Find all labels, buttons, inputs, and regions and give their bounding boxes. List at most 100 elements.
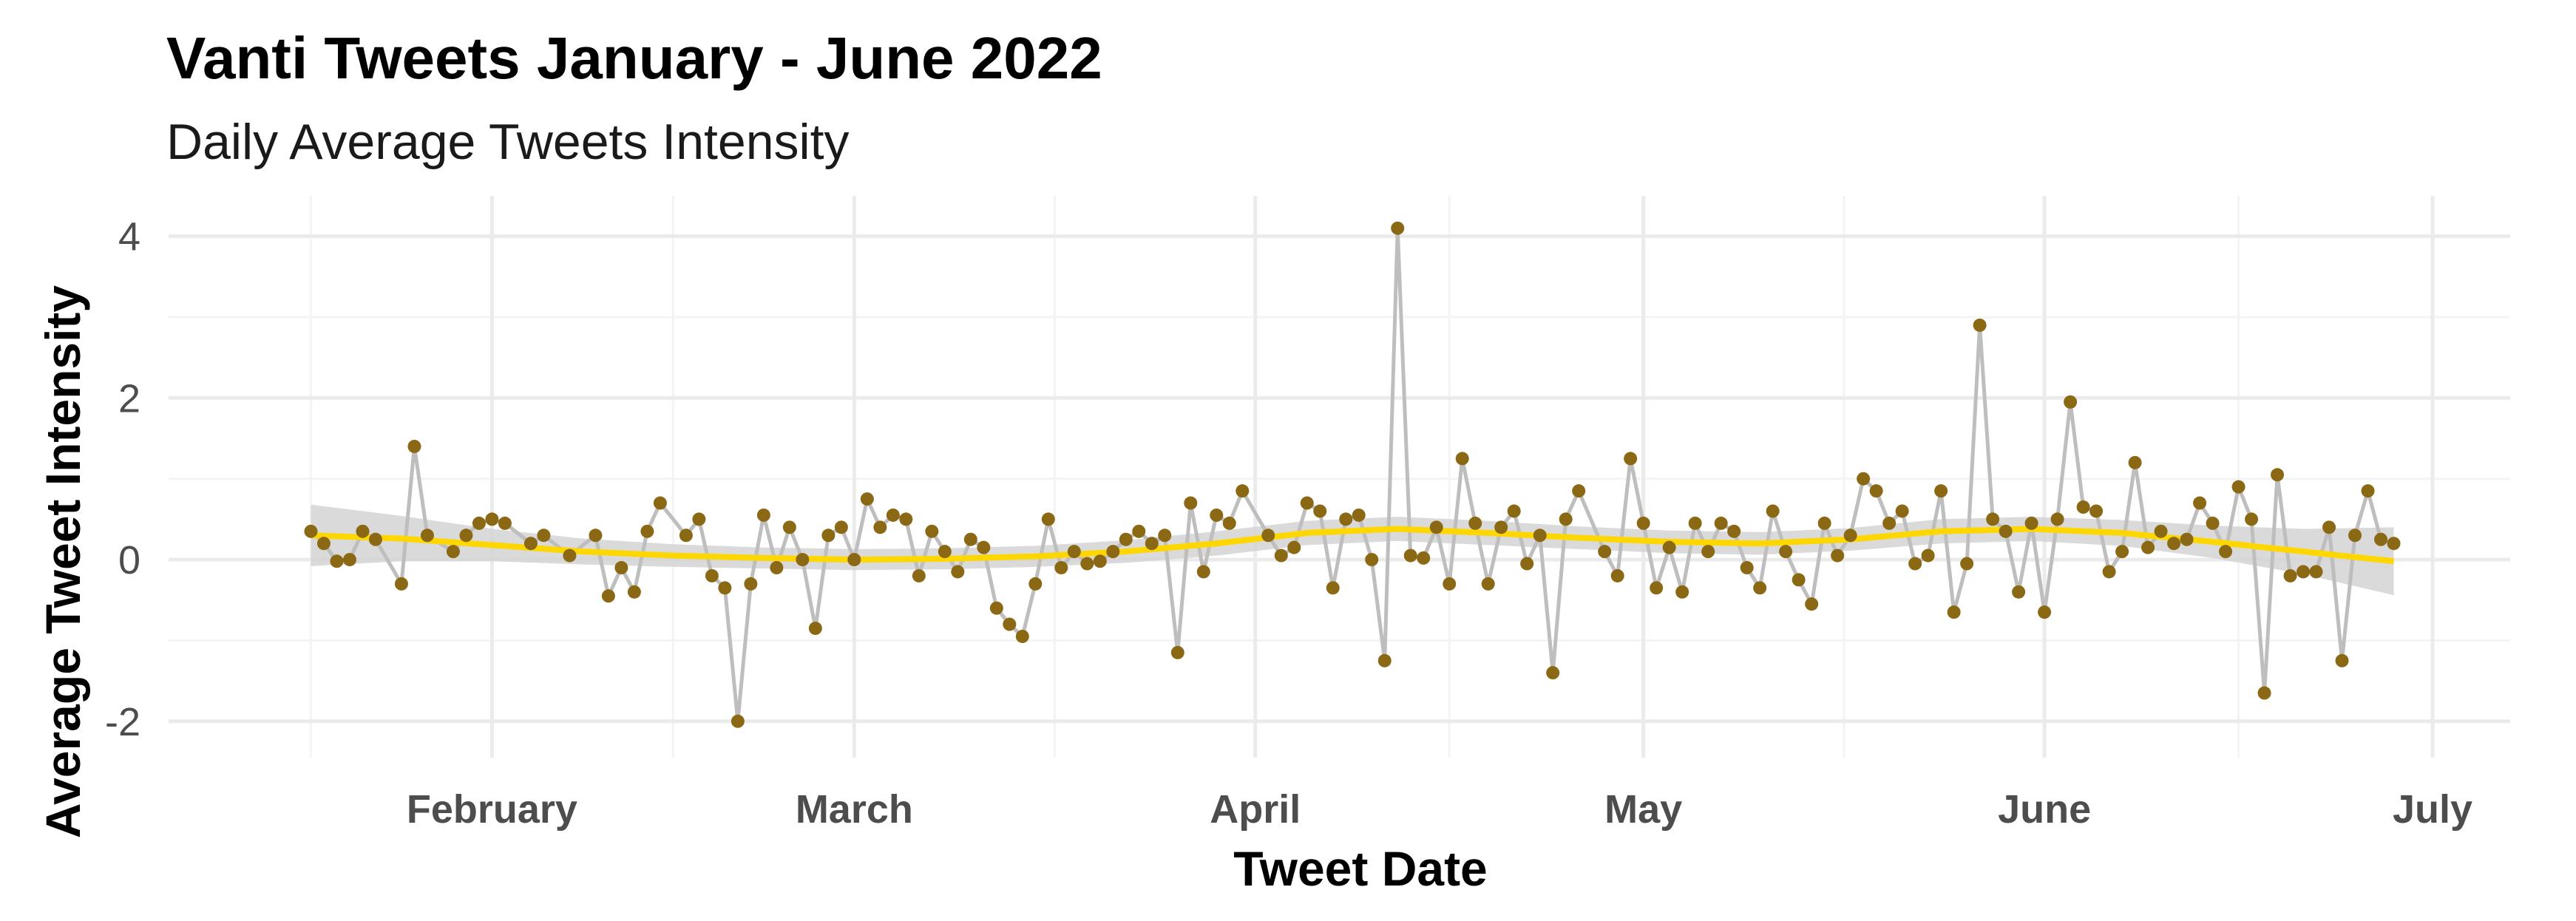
- data-point: [2154, 524, 2168, 538]
- data-point: [1443, 577, 1457, 591]
- data-point: [589, 529, 603, 543]
- data-point: [679, 529, 693, 543]
- data-point: [2167, 537, 2181, 551]
- y-axis-title: Average Tweet Intensity: [35, 285, 90, 839]
- data-point: [1106, 545, 1120, 559]
- data-point: [1494, 520, 1508, 534]
- data-point: [1222, 516, 1236, 530]
- data-point: [796, 553, 810, 567]
- data-point: [2050, 512, 2064, 526]
- data-point: [472, 516, 486, 530]
- data-point: [1481, 577, 1495, 591]
- chart-title: Vanti Tweets January - June 2022: [166, 25, 1102, 91]
- data-point: [1028, 577, 1043, 591]
- data-point: [368, 532, 382, 546]
- data-point: [1261, 529, 1275, 543]
- data-point: [821, 529, 835, 543]
- data-point: [1145, 537, 1159, 551]
- data-point: [963, 532, 977, 546]
- data-point: [2361, 484, 2375, 498]
- data-point: [1300, 496, 1314, 510]
- y-axis-ticks: -2 0 2 4: [105, 215, 140, 744]
- data-point: [873, 520, 887, 534]
- data-point: [1429, 520, 1443, 534]
- data-point: [2012, 585, 2026, 599]
- x-tick-label: April: [1210, 787, 1301, 832]
- data-point: [1403, 548, 1417, 563]
- data-point: [951, 565, 965, 579]
- data-point: [989, 601, 1003, 615]
- y-tick-label: -2: [105, 700, 140, 744]
- data-point: [2374, 532, 2388, 546]
- data-point: [1999, 524, 2013, 538]
- data-point: [1701, 545, 1715, 559]
- data-point: [1766, 504, 1780, 518]
- confidence-band: [311, 504, 2394, 596]
- trend-line: [311, 526, 2394, 565]
- data-point: [925, 524, 939, 538]
- data-point: [2219, 545, 2233, 559]
- data-point: [938, 545, 952, 559]
- data-point: [2309, 565, 2323, 579]
- data-point: [1895, 504, 1909, 518]
- x-tick-label: May: [1604, 787, 1682, 832]
- data-point: [2038, 605, 2052, 619]
- x-axis-title: Tweet Date: [1233, 841, 1488, 896]
- data-point: [330, 554, 344, 568]
- data-point: [1662, 540, 1676, 554]
- data-point: [1779, 545, 1793, 559]
- data-point: [1210, 508, 1224, 522]
- data-point: [342, 553, 356, 567]
- chart-subtitle: Daily Average Tweets Intensity: [166, 114, 850, 170]
- data-point: [977, 540, 991, 554]
- data-point: [2322, 520, 2336, 534]
- data-point: [1170, 645, 1184, 659]
- data-point: [1908, 557, 1922, 571]
- data-point: [1869, 484, 1883, 498]
- data-point: [1468, 516, 1482, 530]
- data-point: [485, 512, 499, 526]
- data-point: [446, 545, 460, 559]
- data-point: [2257, 686, 2271, 700]
- data-point: [2180, 532, 2194, 546]
- data-point: [1132, 524, 1146, 538]
- data-point: [1572, 484, 1586, 498]
- data-point: [459, 529, 473, 543]
- data-point: [2128, 455, 2142, 469]
- daily-line-layer: [309, 226, 2395, 724]
- data-point: [1792, 573, 1806, 587]
- data-point: [1921, 548, 1935, 563]
- data-point: [1326, 581, 1340, 595]
- data-point: [2193, 496, 2207, 510]
- data-point: [2141, 540, 2155, 554]
- data-point: [2089, 504, 2104, 518]
- y-tick-label: 0: [118, 538, 140, 582]
- data-point: [1714, 516, 1728, 530]
- data-point: [1003, 617, 1017, 631]
- data-point: [1041, 512, 1055, 526]
- data-point: [563, 548, 577, 563]
- data-point: [2245, 512, 2259, 526]
- data-point: [860, 492, 874, 506]
- data-point: [614, 561, 628, 575]
- trend-line-layer: [311, 526, 2394, 565]
- data-point: [1015, 629, 1029, 643]
- data-point: [1236, 484, 1250, 498]
- data-point: [1417, 551, 1431, 565]
- data-point: [1882, 516, 1897, 530]
- data-point: [356, 524, 370, 538]
- data-point: [2271, 468, 2285, 482]
- data-point: [1947, 605, 1961, 619]
- data-point: [1196, 565, 1210, 579]
- data-point: [899, 512, 913, 526]
- data-point: [1817, 516, 1831, 530]
- daily-series-line: [309, 226, 2395, 724]
- data-point: [653, 496, 667, 510]
- data-point: [847, 553, 861, 567]
- data-point: [1119, 532, 1133, 546]
- daily-points-layer: [304, 221, 2401, 728]
- data-point: [1184, 496, 1198, 510]
- data-point: [1934, 484, 1948, 498]
- y-tick-label: 2: [118, 376, 140, 421]
